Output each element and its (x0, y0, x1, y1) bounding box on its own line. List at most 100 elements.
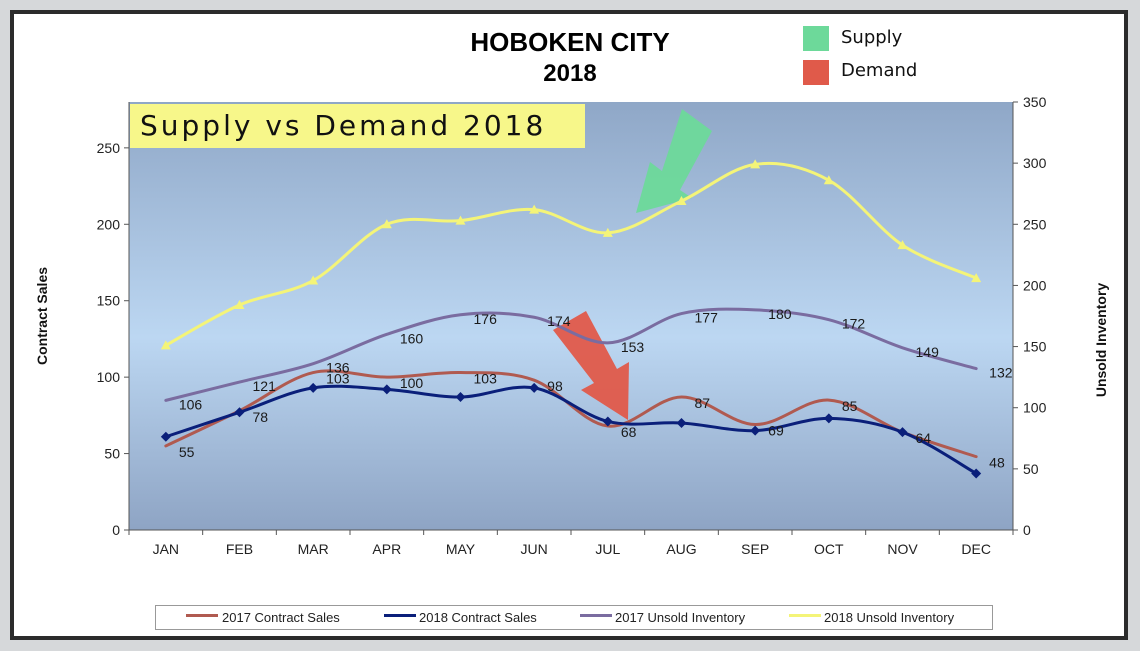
point-2018-unsold-inventory (529, 204, 540, 214)
data-label-2017-contract-sales: 85 (842, 398, 858, 414)
point-2018-unsold-inventory (897, 240, 908, 250)
data-label-2017-unsold-inventory: 121 (253, 378, 277, 394)
x-tick-label: MAY (446, 541, 476, 557)
data-label-2017-contract-sales: 55 (179, 444, 195, 460)
point-2018-contract-sales (455, 392, 466, 403)
demand-arrow-icon (553, 311, 629, 420)
data-label-2017-contract-sales: 68 (621, 424, 637, 440)
left-tick-label: 250 (97, 140, 121, 156)
point-2018-contract-sales (750, 425, 761, 436)
left-tick-label: 200 (97, 216, 121, 232)
data-label-2017-contract-sales: 64 (916, 430, 932, 446)
point-2018-contract-sales (308, 382, 319, 393)
point-2018-unsold-inventory (971, 273, 982, 283)
data-label-2017-unsold-inventory: 177 (695, 310, 719, 326)
data-label-2017-contract-sales: 103 (474, 371, 498, 387)
data-label-2017-unsold-inventory: 136 (326, 360, 350, 376)
point-2018-unsold-inventory (823, 175, 834, 185)
x-tick-label: MAR (298, 541, 329, 557)
point-2018-contract-sales (676, 418, 687, 428)
data-label-2017-unsold-inventory: 172 (842, 316, 866, 332)
legend-swatch-2017-inventory (580, 614, 612, 617)
left-tick-label: 150 (97, 293, 121, 309)
point-2018-contract-sales (971, 468, 982, 479)
right-tick-label: 150 (1023, 339, 1047, 355)
left-tick-label: 0 (112, 522, 120, 538)
data-label-2017-unsold-inventory: 160 (400, 330, 424, 346)
right-tick-label: 250 (1023, 216, 1047, 232)
point-2018-unsold-inventory (308, 275, 319, 285)
x-tick-label: DEC (961, 541, 991, 557)
left-tick-label: 50 (104, 446, 120, 462)
legend-label-2018-inventory: 2018 Unsold Inventory (824, 610, 955, 625)
chart-subtitle: 2018 (543, 60, 597, 87)
point-2018-unsold-inventory (381, 219, 392, 229)
right-tick-label: 300 (1023, 155, 1047, 171)
legend-label-2017-sales: 2017 Contract Sales (222, 610, 340, 625)
left-tick-label: 100 (97, 369, 121, 385)
x-tick-label: APR (372, 541, 401, 557)
x-tick-label: FEB (226, 541, 253, 557)
series-line-2017-unsold-inventory (164, 307, 978, 402)
right-tick-label: 0 (1023, 522, 1031, 538)
data-label-2017-contract-sales: 98 (547, 378, 563, 394)
x-tick-label: JUN (521, 541, 548, 557)
point-2018-contract-sales (160, 431, 171, 442)
x-tick-label: OCT (814, 541, 844, 557)
data-label-2017-contract-sales: 87 (695, 395, 711, 411)
legend-label-2017-inventory: 2017 Unsold Inventory (615, 610, 746, 625)
demand-key-label: Demand (841, 60, 918, 81)
supply-key-swatch (803, 26, 829, 51)
supply-arrow-icon (636, 109, 712, 213)
banner-text: Supply vs Demand 2018 (140, 109, 547, 142)
supply-key-label: Supply (841, 27, 903, 48)
point-2018-unsold-inventory (602, 227, 613, 237)
right-tick-label: 100 (1023, 400, 1047, 416)
left-axis-title: Contract Sales (34, 267, 50, 365)
data-label-2017-unsold-inventory: 180 (768, 306, 792, 322)
data-label-2017-contract-sales: 78 (253, 409, 269, 425)
point-2018-contract-sales (234, 407, 245, 418)
point-2018-unsold-inventory (160, 340, 171, 350)
data-label-2017-unsold-inventory: 176 (474, 311, 498, 327)
x-tick-label: JAN (153, 541, 179, 557)
plot-area (129, 102, 1013, 530)
data-label-2017-contract-sales: 103 (326, 371, 350, 387)
data-label-2017-unsold-inventory: 149 (916, 344, 940, 360)
point-2018-contract-sales (381, 384, 392, 395)
series-line-2017-contract-sales (164, 369, 978, 459)
point-2018-contract-sales (823, 413, 834, 424)
data-label-2017-unsold-inventory: 174 (547, 313, 571, 329)
data-label-2017-unsold-inventory: 106 (179, 396, 203, 412)
point-2018-unsold-inventory (750, 159, 761, 169)
demand-key-swatch (803, 60, 829, 85)
x-tick-label: NOV (887, 541, 918, 557)
data-label-2017-contract-sales: 48 (989, 455, 1005, 471)
supply-vs-demand-banner: Supply vs Demand 2018 (130, 104, 585, 148)
data-label-2017-unsold-inventory: 132 (989, 365, 1013, 381)
right-tick-label: 200 (1023, 277, 1047, 293)
x-tick-label: AUG (666, 541, 696, 557)
point-2018-unsold-inventory (676, 196, 687, 206)
data-label-2017-contract-sales: 69 (768, 423, 784, 439)
legend-label-2018-sales: 2018 Contract Sales (419, 610, 537, 625)
point-2018-unsold-inventory (234, 299, 245, 309)
point-2018-contract-sales (529, 382, 540, 393)
right-tick-label: 350 (1023, 94, 1047, 110)
legend-swatch-2018-sales (384, 614, 416, 617)
legend-swatch-2017-sales (186, 614, 218, 617)
data-label-2017-unsold-inventory: 153 (621, 339, 645, 355)
point-2018-contract-sales (897, 427, 908, 438)
x-tick-label: JUL (595, 541, 620, 557)
chart-title: HOBOKEN CITY (470, 27, 670, 57)
legend-swatch-2018-inventory (789, 614, 821, 617)
series-line-2018-unsold-inventory (164, 161, 978, 347)
chart-legend: 2017 Contract Sales 2018 Contract Sales … (155, 605, 993, 630)
right-tick-label: 50 (1023, 461, 1039, 477)
x-tick-label: SEP (741, 541, 769, 557)
point-2018-contract-sales (602, 416, 613, 427)
data-label-2017-contract-sales: 100 (400, 375, 424, 391)
point-2018-unsold-inventory (455, 215, 466, 225)
right-axis-title: Unsold Inventory (1093, 283, 1109, 398)
